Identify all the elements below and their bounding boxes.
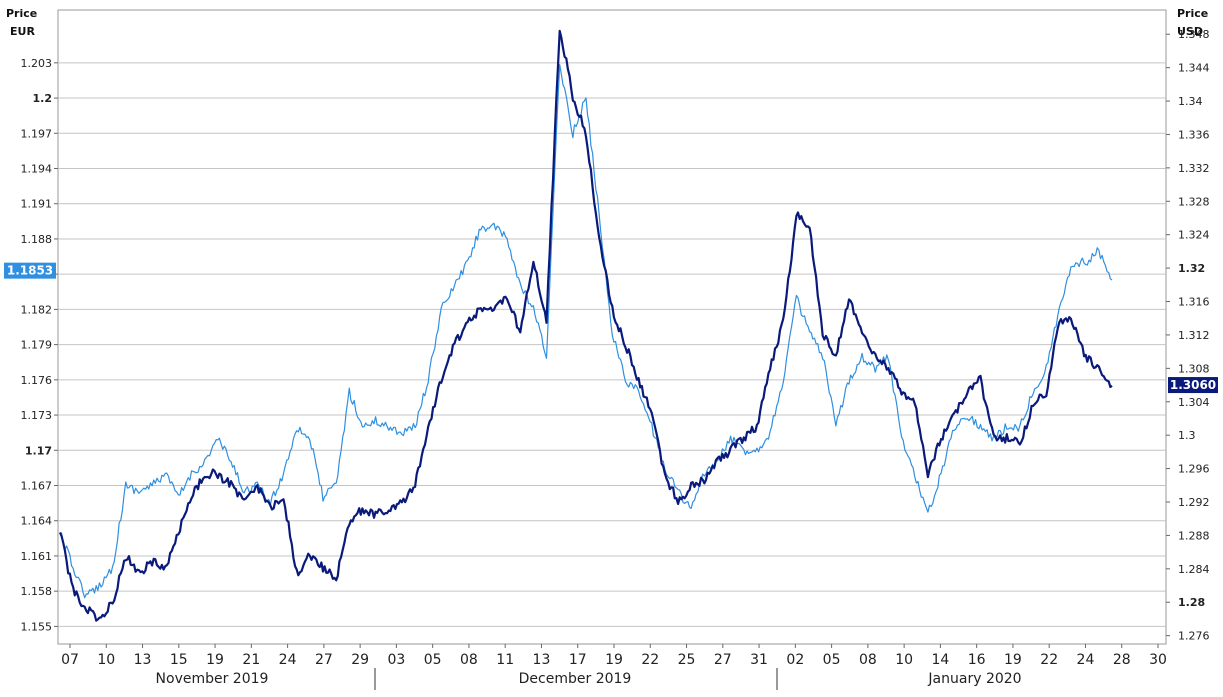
right-tick-label: 1.304	[1178, 396, 1210, 409]
x-tick-label: 16	[968, 652, 986, 668]
right-current-value: 1.3060	[1170, 378, 1216, 392]
right-tick-label: 1.324	[1178, 229, 1210, 242]
x-tick-label: 19	[605, 652, 623, 668]
x-tick-label: 14	[931, 652, 949, 668]
x-tick-label: 31	[750, 652, 768, 668]
current-value-badges: 1.1853 1.3060	[4, 262, 1218, 394]
x-tick-label: 08	[460, 652, 478, 668]
left-tick-label: 1.2	[33, 92, 53, 105]
left-axis-unit: EUR	[10, 25, 35, 38]
series-line-dark-blue	[58, 29, 1113, 622]
left-axis-ticks: 1.155 1.158 1.161 1.164 1.167 1.17 1.173 1.176 1…	[21, 57, 58, 633]
left-tick-label: 1.182	[21, 303, 53, 316]
right-tick-label: 1.34	[1178, 95, 1203, 108]
right-tick-label: 1.284	[1178, 563, 1210, 576]
month-label: January 2020	[927, 671, 1021, 687]
x-tick-label: 22	[1040, 652, 1058, 668]
right-axis-title: Price	[1177, 7, 1208, 20]
left-tick-label: 1.164	[21, 515, 53, 528]
right-tick-label: 1.296	[1178, 463, 1210, 476]
right-tick-label: 1.312	[1178, 329, 1210, 342]
x-tick-label: 10	[895, 652, 913, 668]
x-axis: 07 10 13 15 19 21 24 27 29 03 05 08 11 13 17 19 22 25 27 31…	[61, 644, 1167, 668]
x-tick-label: 17	[569, 652, 587, 668]
right-axis-unit: USD	[1177, 25, 1203, 38]
left-tick-label: 1.188	[21, 233, 53, 246]
right-axis-ticks: 1.276 1.28 1.284 1.288 1.292 1.296 1.3 1.304 1.3…	[1166, 28, 1210, 643]
month-label: November 2019	[156, 671, 269, 687]
left-tick-label: 1.161	[21, 550, 53, 563]
month-labels: November 2019 December 2019 January 2020	[156, 668, 1022, 690]
x-tick-label: 13	[533, 652, 551, 668]
left-tick-label: 1.179	[21, 339, 53, 352]
left-current-badge	[4, 262, 56, 279]
x-tick-label: 07	[61, 652, 79, 668]
right-tick-label: 1.28	[1178, 596, 1205, 609]
x-tick-label: 28	[1113, 652, 1131, 668]
x-tick-label: 03	[387, 652, 405, 668]
x-tick-label: 13	[134, 652, 152, 668]
right-tick-label: 1.316	[1178, 296, 1210, 309]
x-tick-label: 25	[678, 652, 696, 668]
left-tick-label: 1.17	[25, 444, 52, 457]
right-tick-label: 1.332	[1178, 162, 1210, 175]
gridlines	[58, 62, 1166, 627]
right-current-badge	[1168, 377, 1218, 394]
x-tick-label: 05	[424, 652, 442, 668]
right-tick-label: 1.32	[1178, 262, 1205, 275]
series-line-light-blue	[59, 63, 1113, 599]
left-tick-label: 1.194	[21, 163, 53, 176]
x-tick-label: 27	[315, 652, 333, 668]
x-tick-label: 11	[496, 652, 514, 668]
left-axis-title: Price	[6, 7, 37, 20]
left-tick-label: 1.173	[21, 409, 53, 422]
right-tick-label: 1.336	[1178, 128, 1210, 141]
left-tick-label: 1.191	[21, 198, 53, 211]
x-tick-label: 24	[279, 652, 297, 668]
x-tick-label: 10	[97, 652, 115, 668]
x-tick-label: 29	[351, 652, 369, 668]
left-tick-label: 1.203	[21, 57, 53, 70]
left-tick-label: 1.158	[21, 585, 53, 598]
x-tick-label: 02	[786, 652, 804, 668]
x-tick-label: 19	[1004, 652, 1022, 668]
right-tick-label: 1.344	[1178, 62, 1210, 75]
right-tick-label: 1.288	[1178, 529, 1210, 542]
month-label: December 2019	[519, 671, 632, 687]
x-tick-label: 15	[170, 652, 188, 668]
left-tick-label: 1.155	[21, 620, 53, 633]
x-tick-label: 22	[641, 652, 659, 668]
left-tick-label: 1.167	[21, 480, 53, 493]
plot-area	[57, 9, 1167, 645]
right-tick-label: 1.308	[1178, 362, 1210, 375]
right-tick-label: 1.348	[1178, 28, 1210, 41]
right-tick-label: 1.3	[1178, 429, 1196, 442]
x-tick-label: 30	[1149, 652, 1167, 668]
right-tick-label: 1.328	[1178, 195, 1210, 208]
left-tick-label: 1.197	[21, 127, 53, 140]
x-tick-label: 21	[242, 652, 260, 668]
x-tick-label: 19	[206, 652, 224, 668]
left-tick-label: 1.176	[21, 374, 53, 387]
x-tick-label: 27	[714, 652, 732, 668]
right-tick-label: 1.276	[1178, 630, 1210, 643]
right-tick-label: 1.292	[1178, 496, 1210, 509]
x-tick-label: 08	[859, 652, 877, 668]
x-tick-label: 24	[1077, 652, 1095, 668]
series-layer	[58, 29, 1113, 622]
x-tick-label: 05	[823, 652, 841, 668]
left-current-value: 1.1853	[7, 264, 53, 278]
